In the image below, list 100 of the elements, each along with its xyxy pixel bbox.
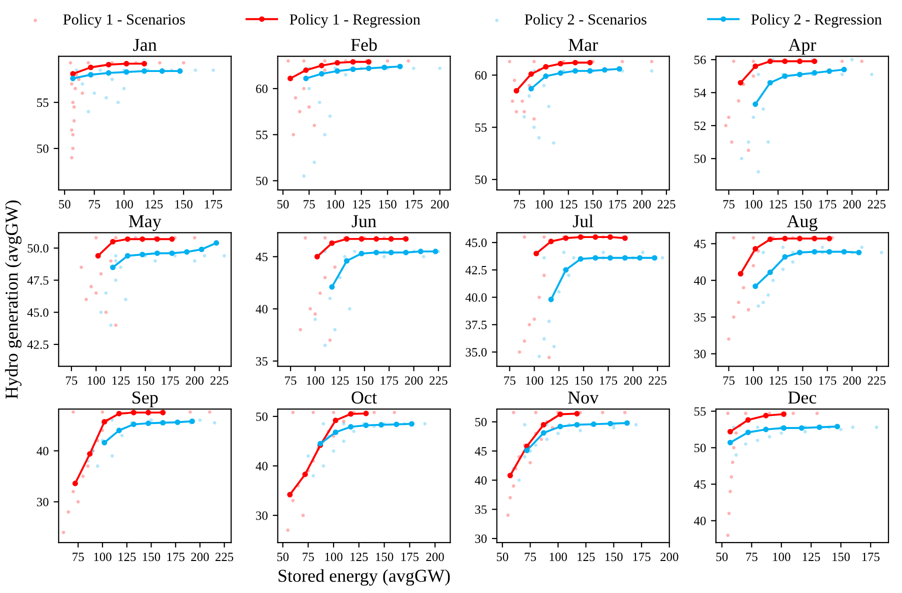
x-tick-label: 200 xyxy=(843,376,861,385)
x-tick-label: 150 xyxy=(142,552,160,562)
legend-label: Policy 2 - Scenarios xyxy=(524,14,646,28)
x-tick-label: 125 xyxy=(770,376,787,385)
y-tick-label: 40.0 xyxy=(465,293,487,302)
y-tick-label: 40 xyxy=(36,446,48,456)
x-tick-label: 100 xyxy=(550,552,567,562)
x-tick-label: 175 xyxy=(609,200,626,208)
x-tick-label: 175 xyxy=(862,552,880,562)
x-tick-label: 75 xyxy=(723,376,735,385)
x-tick-label: 100 xyxy=(745,376,762,385)
y-tick-label: 54 xyxy=(694,88,706,98)
x-tick-label: 175 xyxy=(600,376,618,385)
y-tick-label: 50 xyxy=(694,444,706,452)
x-tick-label: 100 xyxy=(94,552,112,562)
legend-label: Policy 1 - Scenarios xyxy=(63,14,185,28)
legend-label: Policy 2 - Regression xyxy=(751,14,882,28)
y-tick-label: 50 xyxy=(475,418,487,426)
y-tick-label: 30 xyxy=(37,498,48,506)
y-tick-label: 40 xyxy=(256,462,268,470)
x-tick-label: 200 xyxy=(191,552,209,562)
chart-title: May xyxy=(128,215,162,232)
y-tick-label: 60 xyxy=(256,84,268,94)
chart-title: Oct xyxy=(352,391,377,404)
x-tick-label: 150 xyxy=(356,376,374,385)
x-tick-label: 75 xyxy=(504,376,516,385)
y-tick-label: 40 xyxy=(256,304,268,314)
x-tick-label: 175 xyxy=(819,376,836,385)
y-tick-label: 52 xyxy=(694,122,706,130)
x-tick-label: 50 xyxy=(277,200,289,208)
y-tick-label: 60 xyxy=(475,71,487,80)
x-tick-label: 100 xyxy=(306,376,324,385)
chart-title: Aug xyxy=(786,215,818,232)
x-tick-label: 125 xyxy=(332,376,349,385)
x-tick-label: 150 xyxy=(605,552,623,562)
x-tick-label: 125 xyxy=(560,200,578,208)
x-tick-label: 200 xyxy=(186,376,204,385)
x-tick-label: 200 xyxy=(404,376,423,385)
x-tick-label: 175 xyxy=(380,376,398,385)
x-tick-label: 225 xyxy=(216,552,234,562)
x-tick-label: 50 xyxy=(716,552,728,562)
x-tick-label: 125 xyxy=(550,376,568,385)
x-tick-label: 75 xyxy=(88,200,100,208)
x-tick-label: 200 xyxy=(660,552,678,562)
x-tick-label: 225 xyxy=(430,376,448,385)
x-tick-label: 200 xyxy=(843,200,861,208)
x-tick-label: 100 xyxy=(325,552,342,562)
x-tick-label: 150 xyxy=(794,376,812,385)
y-tick-label: 40 xyxy=(694,516,706,526)
y-tick-label: 45 xyxy=(256,252,268,262)
y-tick-label: 55 xyxy=(475,123,487,132)
y-tick-label: 42.5 xyxy=(27,340,48,349)
x-tick-label: 175 xyxy=(401,552,419,562)
chart-title: Nov xyxy=(568,392,599,404)
x-tick-label: 100 xyxy=(326,200,344,208)
x-tick-label: 50 xyxy=(277,552,289,562)
y-tick-label: 45 xyxy=(694,480,706,489)
x-tick-label: 200 xyxy=(426,552,444,562)
chart-title: Jun xyxy=(352,215,376,228)
chart-title: Jan xyxy=(133,38,157,51)
x-tick-label: 100 xyxy=(88,376,105,385)
x-tick-label: 100 xyxy=(116,200,133,208)
x-tick-label: 75 xyxy=(66,376,78,385)
x-tick-label: 100 xyxy=(745,200,762,208)
x-tick-label: 125 xyxy=(146,200,163,208)
y-tick-label: 50 xyxy=(694,154,706,164)
y-tick-label: 35 xyxy=(475,505,487,514)
x-tick-label: 200 xyxy=(624,376,642,385)
x-tick-label: 175 xyxy=(167,552,184,562)
chart-title: Mar xyxy=(568,38,598,51)
y-tick-label: 45.0 xyxy=(465,238,487,248)
x-tick-label: 100 xyxy=(526,376,544,385)
y-tick-label: 37.5 xyxy=(466,320,487,330)
chart-title: Apr xyxy=(788,38,816,55)
x-tick-label: 50 xyxy=(496,552,508,562)
x-tick-label: 125 xyxy=(802,552,820,562)
y-tick-label: 45 xyxy=(694,240,706,248)
x-tick-label: 200 xyxy=(430,200,449,208)
x-tick-label: 125 xyxy=(770,200,787,208)
x-tick-label: 175 xyxy=(162,376,179,385)
y-tick-label: 35.0 xyxy=(466,348,487,357)
y-tick-label: 50 xyxy=(37,144,48,153)
y-tick-label: 45 xyxy=(474,447,487,456)
x-tick-label: 125 xyxy=(350,552,368,562)
x-tick-label: 125 xyxy=(578,552,595,562)
x-tick-label: 150 xyxy=(794,200,812,208)
x-tick-label: 150 xyxy=(175,200,192,208)
x-tick-label: 75 xyxy=(746,552,758,562)
x-axis-title: Stored energy (avgGW) xyxy=(278,569,450,586)
x-tick-label: 150 xyxy=(379,200,396,208)
x-tick-label: 150 xyxy=(575,376,592,385)
y-tick-label: 30 xyxy=(475,534,487,543)
y-tick-label: 55 xyxy=(256,130,268,140)
x-tick-label: 125 xyxy=(118,552,136,562)
x-tick-label: 100 xyxy=(773,552,790,562)
x-tick-label: 200 xyxy=(633,200,651,208)
x-tick-label: 125 xyxy=(112,376,130,385)
x-tick-label: 150 xyxy=(584,200,602,208)
y-tick-label: 30 xyxy=(256,511,268,520)
y-tick-label: 45.0 xyxy=(27,308,48,317)
